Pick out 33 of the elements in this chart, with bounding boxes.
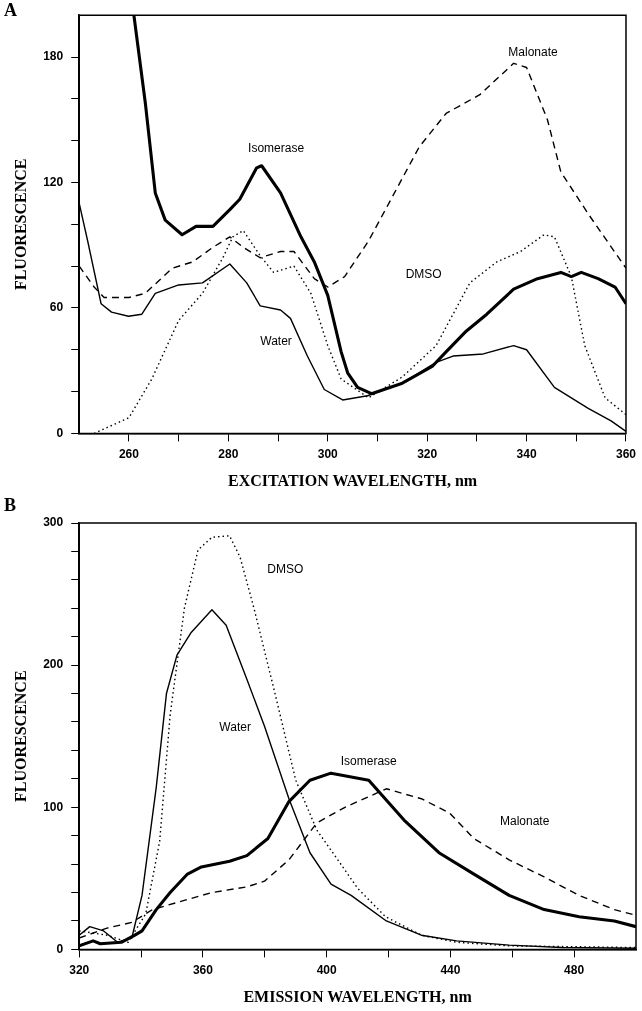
series-label: Water xyxy=(219,719,251,734)
y-tick-label: 120 xyxy=(43,174,64,189)
series-label: Isomerase xyxy=(340,754,398,769)
series-label: Isomerase xyxy=(248,141,305,156)
x-tick-label: 360 xyxy=(615,446,637,461)
series-label: Malonate xyxy=(499,813,550,828)
series-label: DMSO xyxy=(267,562,304,577)
x-tick-label: 320 xyxy=(417,446,438,461)
text: B xyxy=(4,494,17,515)
y-tick-label: 60 xyxy=(49,300,64,315)
x-tick-label: 260 xyxy=(118,446,140,461)
x-tick-label: 320 xyxy=(69,962,90,977)
x-axis-title: EMISSION WAVELENGTH, nm xyxy=(243,987,473,1005)
x-tick-label: 340 xyxy=(516,446,537,461)
text: DMSO xyxy=(405,266,442,281)
series-label: Malonate xyxy=(508,45,559,60)
y-axis-title: FLUORESCENCE xyxy=(11,158,29,291)
x-tick-label: 440 xyxy=(440,962,461,977)
y-tick-label: 300 xyxy=(43,515,64,530)
y-tick-label: 180 xyxy=(43,49,64,64)
x-tick-label: 300 xyxy=(317,446,339,461)
y-tick-label: 0 xyxy=(56,941,64,956)
x-tick-label: 480 xyxy=(564,962,585,977)
x-tick-label: 280 xyxy=(218,446,239,461)
x-axis-title: EXCITATION WAVELENGTH, nm xyxy=(228,471,478,489)
series-label: Water xyxy=(260,333,292,348)
x-tick-label: 360 xyxy=(192,962,214,977)
y-tick-label: 0 xyxy=(56,425,64,440)
y-tick-label: 200 xyxy=(43,657,64,672)
y-axis-title: FLUORESCENCE xyxy=(11,670,29,802)
x-tick-label: 400 xyxy=(316,962,338,977)
text: A xyxy=(4,0,17,20)
y-tick-label: 100 xyxy=(43,799,64,814)
